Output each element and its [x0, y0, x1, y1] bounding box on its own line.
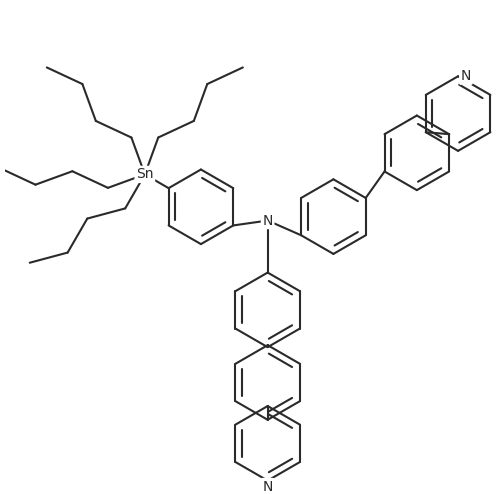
- Text: N: N: [262, 213, 273, 228]
- Text: N: N: [262, 480, 273, 494]
- Text: Sn: Sn: [136, 167, 154, 181]
- Text: N: N: [460, 69, 471, 83]
